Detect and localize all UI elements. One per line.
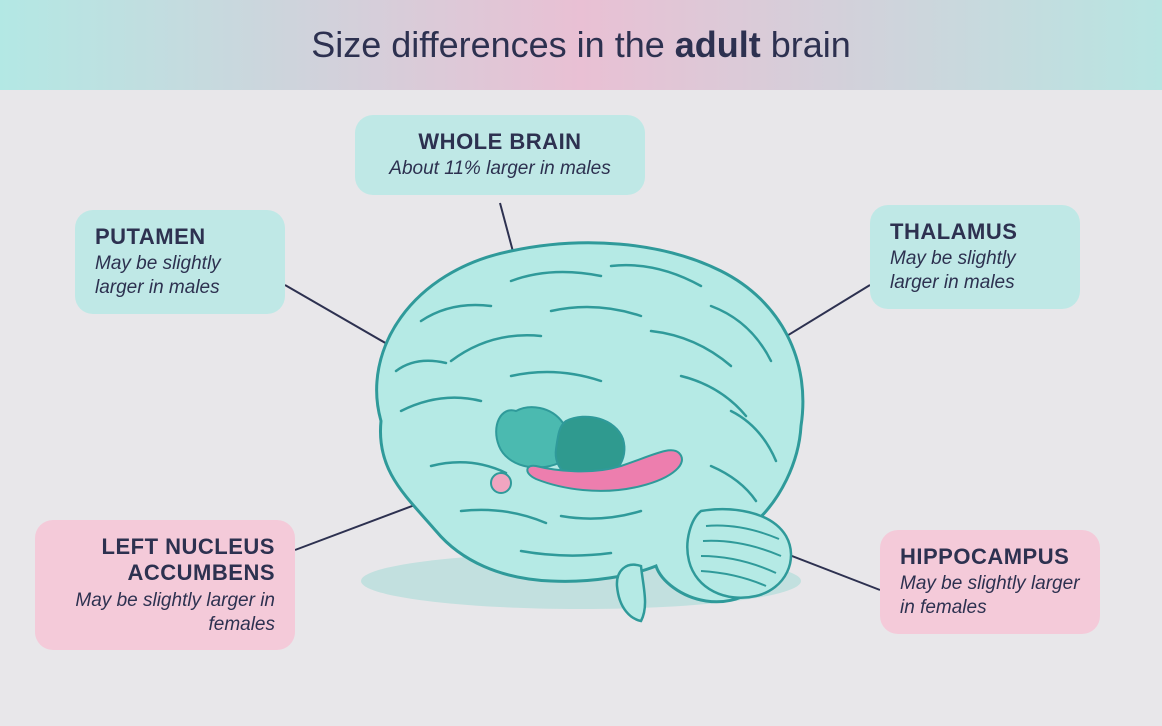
header-bar: Size differences in the adult brain <box>0 0 1162 90</box>
label-title-thalamus: THALAMUS <box>890 219 1060 245</box>
label-desc-putamen: May be slightly larger in males <box>95 252 265 300</box>
label-whole-brain: WHOLE BRAINAbout 11% larger in males <box>355 115 645 195</box>
title-bold: adult <box>675 24 761 65</box>
main-content: WHOLE BRAINAbout 11% larger in males PUTA… <box>0 90 1162 726</box>
label-desc-left-nucleus-accumbens: May be slightly larger in females <box>55 589 275 637</box>
label-desc-hippocampus: May be slightly larger in females <box>900 572 1080 620</box>
brain-illustration <box>301 211 861 631</box>
label-hippocampus: HIPPOCAMPUSMay be slightly larger in fem… <box>880 530 1100 634</box>
label-thalamus: THALAMUSMay be slightly larger in males <box>870 205 1080 309</box>
label-putamen: PUTAMENMay be slightly larger in males <box>75 210 285 314</box>
label-title-left-nucleus-accumbens: LEFT NUCLEUS ACCUMBENS <box>55 534 275 587</box>
page-title: Size differences in the adult brain <box>311 24 851 66</box>
label-desc-whole-brain: About 11% larger in males <box>375 157 625 181</box>
title-prefix: Size differences in the <box>311 24 675 65</box>
label-desc-thalamus: May be slightly larger in males <box>890 247 1060 295</box>
label-left-nucleus-accumbens: LEFT NUCLEUS ACCUMBENSMay be slightly la… <box>35 520 295 650</box>
title-suffix: brain <box>761 24 851 65</box>
label-title-whole-brain: WHOLE BRAIN <box>375 129 625 155</box>
label-title-putamen: PUTAMEN <box>95 224 265 250</box>
label-title-hippocampus: HIPPOCAMPUS <box>900 544 1080 570</box>
